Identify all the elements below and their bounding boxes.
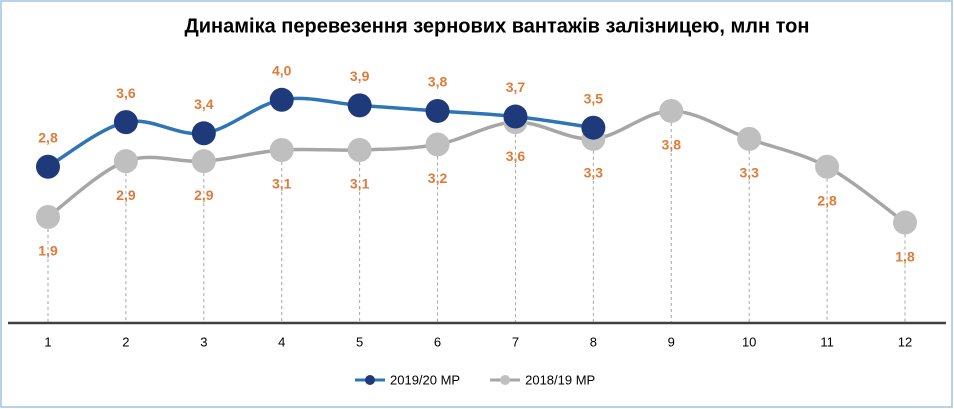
- point: [893, 210, 917, 235]
- x-tick-label: 3: [200, 334, 207, 349]
- point: [113, 110, 138, 135]
- data-label: 3,6: [506, 148, 526, 164]
- legend-marker: [365, 375, 375, 385]
- x-tick-label: 9: [668, 334, 675, 349]
- data-label: 1,8: [895, 248, 915, 264]
- point: [425, 132, 450, 157]
- legend-label: 2019/20 МР: [390, 372, 460, 387]
- point: [191, 121, 216, 146]
- legend-label: 2018/19 МР: [525, 372, 595, 387]
- x-tick-label: 2: [122, 334, 129, 349]
- x-tick-label: 5: [356, 334, 363, 349]
- x-tick-label: 4: [278, 334, 285, 349]
- point: [36, 204, 60, 229]
- chart-title: Динаміка перевезення зернових вантажів з…: [185, 15, 810, 37]
- data-label: 3,6: [116, 85, 136, 101]
- data-label: 2,8: [817, 192, 837, 208]
- point: [581, 115, 606, 140]
- point: [269, 138, 294, 163]
- data-label: 3,4: [194, 96, 214, 112]
- data-label: 3,8: [662, 137, 682, 153]
- x-tick-label: 8: [590, 334, 597, 349]
- data-label: 2,9: [194, 187, 214, 203]
- data-label: 3,5: [584, 90, 604, 106]
- point: [269, 87, 294, 112]
- x-tick-label: 10: [742, 334, 756, 349]
- data-label: 3,1: [350, 176, 370, 192]
- x-tick-label: 6: [434, 334, 441, 349]
- point: [425, 98, 450, 123]
- point: [191, 149, 216, 174]
- data-label: 3,8: [428, 74, 448, 90]
- data-label: 3,9: [350, 68, 370, 84]
- data-label: 3,2: [428, 170, 448, 186]
- legend-marker: [500, 375, 511, 385]
- data-label: 3,1: [272, 176, 292, 192]
- data-label: 3,3: [739, 165, 759, 181]
- data-label: 2,9: [116, 187, 136, 203]
- data-label: 2,8: [38, 129, 58, 145]
- x-tick-label: 1: [44, 334, 51, 349]
- data-label: 1,9: [38, 243, 58, 259]
- point: [659, 98, 684, 123]
- point: [347, 138, 372, 163]
- point: [36, 154, 60, 179]
- data-label: 3,3: [584, 165, 604, 181]
- point: [113, 149, 138, 174]
- point: [347, 93, 372, 118]
- point: [503, 104, 528, 129]
- x-tick-label: 12: [898, 334, 912, 349]
- point: [737, 126, 762, 151]
- data-label: 4,0: [272, 63, 292, 79]
- x-tick-label: 11: [820, 334, 834, 349]
- data-label: 3,7: [506, 79, 526, 95]
- point: [815, 154, 840, 179]
- x-tick-label: 7: [512, 334, 519, 349]
